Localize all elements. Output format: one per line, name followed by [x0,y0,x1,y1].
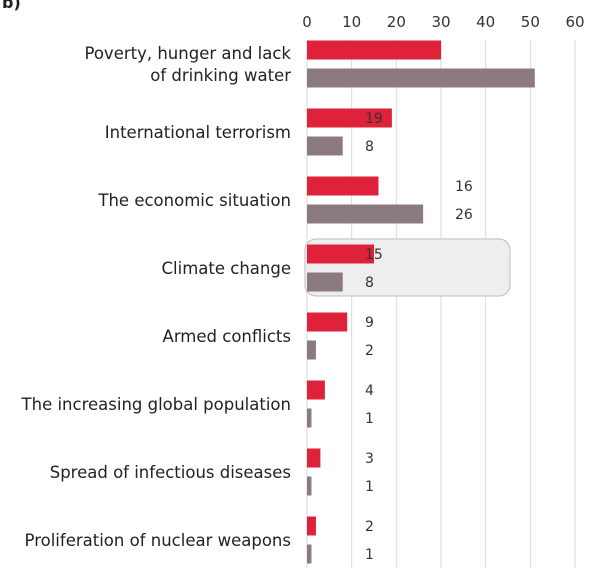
bar-series-1 [307,448,321,468]
x-tick-label: 30 [431,13,450,31]
category-label: The increasing global population [21,395,291,414]
category-label: International terrorism [105,123,291,142]
data-label: 1 [365,411,374,427]
x-tick-label: 20 [387,13,406,31]
data-label: 1 [365,547,374,563]
data-label: 9 [365,315,374,331]
category-label-line: International terrorism [105,123,291,142]
data-label: 19 [365,111,383,127]
x-tick-label: 0 [302,13,312,31]
category-label-line: Armed conflicts [163,327,291,346]
bar-series-1 [307,380,325,400]
category-label: Proliferation of nuclear weapons [25,531,291,550]
category-label: The economic situation [97,191,291,210]
bar-series-1 [307,516,316,536]
bar-series-1 [307,244,374,264]
data-label: 15 [365,247,383,263]
data-label: 2 [365,343,374,359]
bar-series-1 [307,176,379,196]
x-tick-label: 60 [565,13,584,31]
category-label-line: Spread of infectious diseases [50,463,291,482]
bar-series-2 [307,68,535,88]
data-label: 8 [365,139,374,155]
category-label-line: Poverty, hunger and lack [84,44,291,63]
category-label: Climate change [162,259,291,278]
bar-series-2 [307,204,424,224]
category-label-line: The increasing global population [21,395,291,414]
bar-series-2 [307,272,343,292]
data-label: 1 [365,479,374,495]
category-label-line: Proliferation of nuclear weapons [25,531,291,550]
bar-series-2 [307,544,312,564]
bar-series-1 [307,40,441,60]
data-label: 3 [365,451,374,467]
x-axis-ticks: 0 10 20 30 40 50 60 [302,13,584,31]
bar-series-2 [307,340,316,360]
category-label-line: Climate change [162,259,291,278]
x-tick-label: 10 [342,13,361,31]
data-label: 2 [365,519,374,535]
grid-layer [306,40,576,568]
x-tick-label: 40 [476,13,495,31]
category-label: Spread of infectious diseases [50,463,291,482]
data-label: 4 [365,383,374,399]
category-label-line: of drinking water [150,66,291,85]
x-tick-label: 50 [521,13,540,31]
category-label: Poverty, hunger and lack of drinking wate… [84,44,291,85]
bar-layer [307,40,535,564]
category-label-line: The economic situation [97,191,291,210]
category-label: Armed conflicts [163,327,291,346]
bar-series-1 [307,312,348,332]
data-labels: 19 8 16 26 15 8 9 2 4 1 3 1 2 1 [365,111,473,563]
bar-series-2 [307,408,312,428]
bar-series-2 [307,136,343,156]
data-label: 26 [455,207,473,223]
category-labels: Poverty, hunger and lack of drinking wate… [21,44,292,550]
bar-series-1 [307,108,392,128]
data-label: 8 [365,275,374,291]
bar-series-2 [307,476,312,496]
data-label: 16 [455,179,473,195]
panel-label: b) [2,0,21,12]
